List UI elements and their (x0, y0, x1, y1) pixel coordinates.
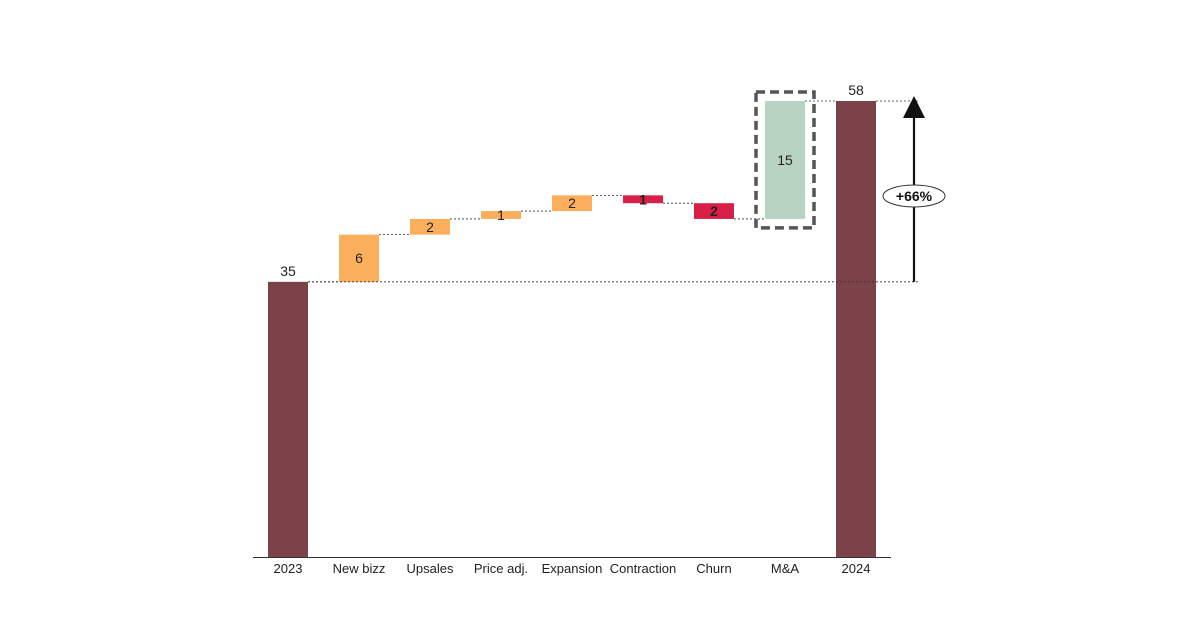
value-label-upsales: 2 (426, 219, 434, 235)
bar-2024 (836, 101, 876, 557)
category-label-new-bizz: New bizz (333, 561, 386, 576)
category-label-contraction: Contraction (610, 561, 676, 576)
growth-annotation: +66% (308, 96, 946, 283)
category-label-2024: 2024 (842, 561, 871, 576)
bar-m-a (765, 101, 805, 219)
bar-2023 (268, 281, 308, 557)
bar-new-bizz (339, 234, 379, 282)
connector-lines (308, 100, 836, 283)
category-label-churn: Churn (696, 561, 731, 576)
category-label-price-adj: Price adj. (474, 561, 528, 576)
bar-expansion (552, 195, 592, 212)
bar-contraction (623, 195, 663, 204)
growth-label: +66% (896, 188, 933, 204)
value-label-m-a: 15 (777, 152, 793, 168)
category-label-expansion: Expansion (542, 561, 603, 576)
bar-price-adj (481, 211, 521, 219)
bar-churn (694, 203, 734, 219)
value-label-new-bizz: 6 (355, 250, 363, 266)
value-label-expansion: 2 (568, 195, 576, 211)
bar-upsales (410, 218, 450, 235)
category-labels: 2023 New bizz Upsales Price adj. Expansion Co… (274, 561, 871, 576)
value-label-2024: 58 (848, 82, 864, 98)
highlight-box (754, 90, 816, 230)
value-label-churn: 2 (710, 203, 718, 219)
value-label-price-adj: 1 (497, 207, 505, 223)
value-label-2023: 35 (280, 263, 296, 279)
category-label-2023: 2023 (274, 561, 303, 576)
category-label-m-a: M&A (771, 561, 800, 576)
growth-label-ellipse (882, 184, 946, 208)
value-label-contraction: 1 (639, 191, 647, 207)
bars (268, 101, 876, 557)
category-label-upsales: Upsales (407, 561, 454, 576)
highlight-box-group (754, 90, 816, 230)
value-labels: 35 6 2 1 2 1 2 15 58 (280, 82, 864, 279)
